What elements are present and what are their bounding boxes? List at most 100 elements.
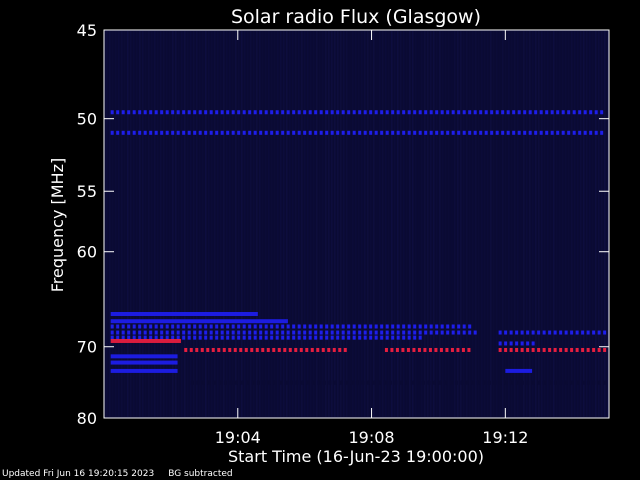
- emission-segment: [413, 110, 417, 115]
- emission-segment: [347, 110, 351, 115]
- emission-segment: [264, 324, 268, 329]
- noise-streak: [223, 31, 225, 417]
- emission-segment: [440, 324, 444, 329]
- noise-streak: [298, 31, 300, 417]
- emission-segment: [482, 380, 486, 385]
- noise-streak: [241, 31, 243, 417]
- emission-segment: [231, 130, 235, 135]
- emission-segment: [116, 330, 120, 335]
- emission-segment: [457, 324, 461, 329]
- emission-segment: [520, 330, 524, 335]
- emission-segment: [517, 110, 521, 115]
- emission-band: [110, 360, 178, 365]
- emission-segment: [121, 335, 125, 340]
- emission-segment: [292, 330, 296, 335]
- emission-segment: [402, 130, 406, 135]
- emission-segment: [325, 335, 329, 340]
- emission-segment: [391, 324, 395, 329]
- emission-segment: [559, 380, 563, 385]
- emission-segment: [418, 330, 422, 335]
- emission-segment: [292, 110, 296, 115]
- emission-segment: [325, 130, 329, 135]
- emission-segment: [479, 130, 483, 135]
- emission-band: [110, 312, 258, 317]
- emission-segment: [264, 130, 268, 135]
- emission-segment: [586, 380, 590, 385]
- emission-segment: [468, 110, 472, 115]
- emission-segment: [407, 335, 411, 340]
- noise-streak: [391, 31, 393, 417]
- emission-segment: [242, 110, 246, 115]
- noise-streak: [178, 31, 180, 417]
- emission-segment: [314, 324, 318, 329]
- emission-segment: [490, 130, 494, 135]
- emission-segment: [171, 130, 175, 135]
- emission-segment: [138, 130, 142, 135]
- emission-segment: [515, 330, 519, 335]
- emission-segment: [259, 110, 263, 115]
- noise-streak: [358, 31, 360, 417]
- emission-segment: [193, 130, 197, 135]
- emission-segment: [352, 335, 356, 340]
- noise-streak: [265, 31, 267, 417]
- emission-segment: [295, 380, 299, 385]
- emission-segment: [545, 110, 549, 115]
- emission-segment: [358, 130, 362, 135]
- emission-segment: [308, 330, 312, 335]
- emission-segment: [272, 347, 276, 352]
- emission-segment: [278, 380, 282, 385]
- emission-segment: [501, 110, 505, 115]
- noise-streak: [523, 31, 525, 417]
- emission-segment: [204, 330, 208, 335]
- emission-segment: [248, 110, 252, 115]
- emission-segment: [226, 130, 230, 135]
- emission-segment: [193, 335, 197, 340]
- emission-segment: [198, 110, 202, 115]
- emission-segment: [564, 347, 568, 352]
- emission-segment: [341, 110, 345, 115]
- emission-segment: [581, 330, 585, 335]
- noise-streak: [196, 31, 198, 417]
- emission-segment: [319, 324, 323, 329]
- emission-segment: [190, 380, 194, 385]
- y-tick-label: 50: [77, 110, 97, 129]
- noise-streak: [403, 31, 405, 417]
- emission-segment: [374, 324, 378, 329]
- noise-streak: [148, 31, 150, 417]
- emission-segment: [561, 110, 565, 115]
- emission-segment: [211, 347, 215, 352]
- noise-streak: [274, 31, 276, 417]
- emission-segment: [176, 330, 180, 335]
- noise-streak: [160, 31, 162, 417]
- emission-segment: [281, 324, 285, 329]
- noise-streak: [205, 31, 207, 417]
- emission-segment: [264, 110, 268, 115]
- emission-segment: [325, 330, 329, 335]
- emission-segment: [259, 324, 263, 329]
- emission-segment: [358, 324, 362, 329]
- emission-segment: [127, 110, 131, 115]
- emission-segment: [222, 347, 226, 352]
- emission-segment: [284, 380, 288, 385]
- emission-segment: [553, 330, 557, 335]
- emission-segment: [154, 335, 158, 340]
- noise-streak: [169, 31, 171, 417]
- emission-segment: [391, 330, 395, 335]
- emission-segment: [317, 380, 321, 385]
- noise-streak: [346, 31, 348, 417]
- emission-segment: [380, 130, 384, 135]
- emission-segment: [143, 330, 147, 335]
- emission-segment: [484, 130, 488, 135]
- emission-segment: [193, 110, 197, 115]
- noise-streak: [232, 31, 234, 417]
- emission-segment: [314, 110, 318, 115]
- emission-segment: [347, 335, 351, 340]
- y-tick-label: 70: [77, 338, 97, 357]
- emission-segment: [424, 110, 428, 115]
- emission-segment: [339, 380, 343, 385]
- emission-segment: [471, 380, 475, 385]
- emission-segment: [321, 347, 325, 352]
- emission-segment: [149, 335, 153, 340]
- emission-segment: [234, 380, 238, 385]
- emission-segment: [240, 380, 244, 385]
